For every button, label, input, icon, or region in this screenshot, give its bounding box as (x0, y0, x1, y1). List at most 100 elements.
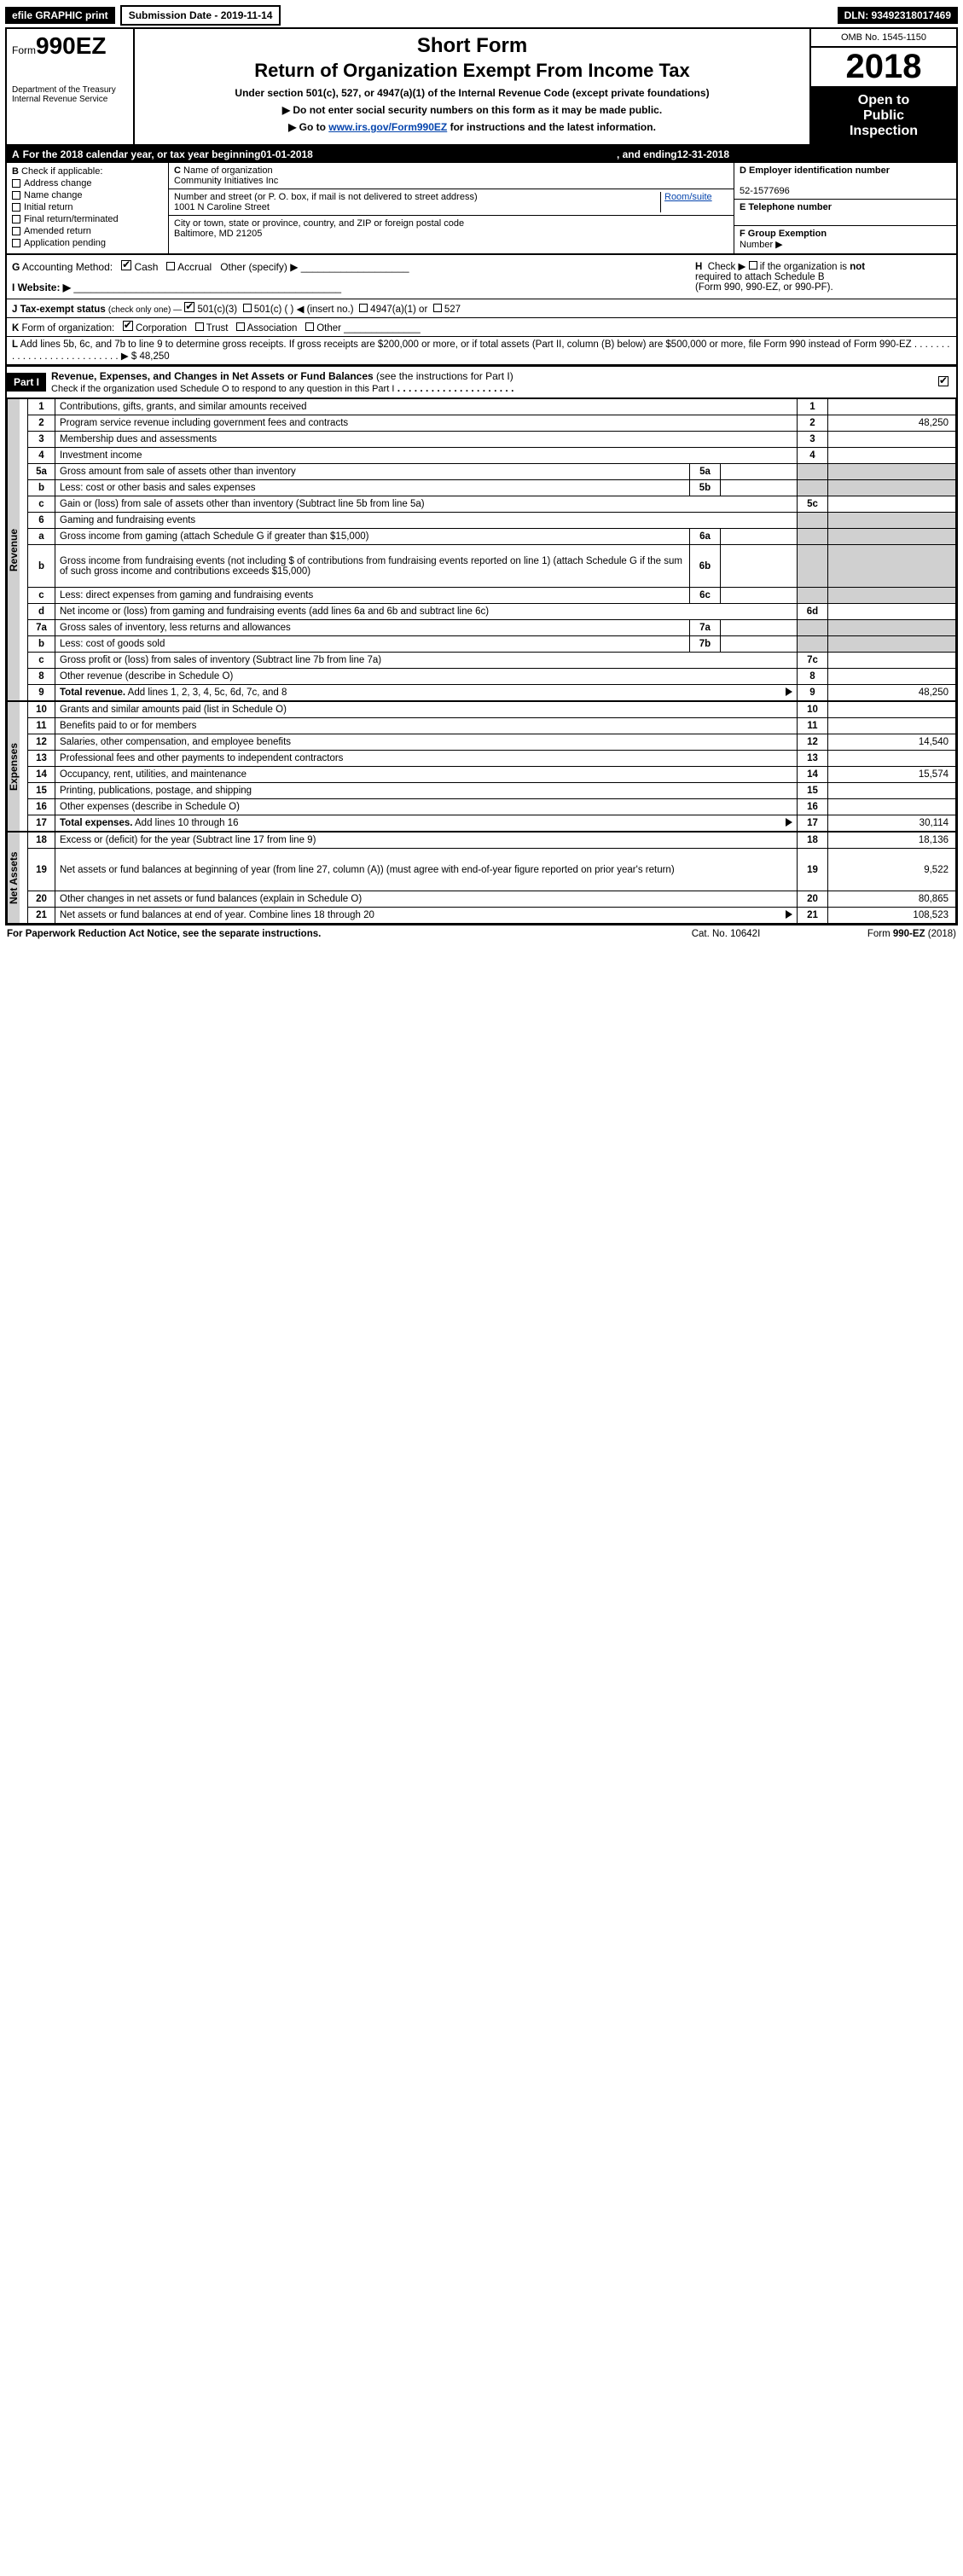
irs-link[interactable]: www.irs.gov/Form990EZ (328, 121, 447, 133)
table-row: 12Salaries, other compensation, and empl… (28, 734, 956, 751)
line-description: Gaming and fundraising events (55, 513, 798, 529)
chk-cash[interactable] (121, 260, 131, 270)
form-number-big: 990EZ (36, 32, 107, 59)
table-row: bGross income from fundraising events (n… (28, 545, 956, 588)
line-number: 6 (28, 513, 55, 529)
table-row: bLess: cost of goods sold7b (28, 636, 956, 653)
line-number: 15 (28, 783, 55, 799)
table-row: 2Program service revenue including gover… (28, 415, 956, 432)
room-suite-link[interactable]: Room/suite (664, 192, 712, 202)
footer-right: Form 990-EZ (2018) (811, 929, 956, 939)
mid-line-number: 5b (690, 480, 721, 496)
right-line-number: 5c (798, 496, 828, 513)
g-text: Accounting Method: (22, 261, 113, 273)
arrow-icon (786, 688, 792, 696)
mid-line-number: 6c (690, 588, 721, 604)
line-number: b (28, 480, 55, 496)
chk-h[interactable] (749, 261, 757, 270)
chk-501c[interactable] (243, 304, 252, 312)
top-bar: efile GRAPHIC print Submission Date - 20… (5, 5, 958, 26)
line-description: Gross sales of inventory, less returns a… (55, 620, 690, 636)
right-line-value: 48,250 (828, 415, 956, 432)
chk-other-org[interactable] (305, 322, 314, 331)
mid-line-value (721, 588, 798, 604)
chk-4947[interactable] (359, 304, 368, 312)
line-description: Benefits paid to or for members (55, 718, 798, 734)
right-line-value (828, 399, 956, 415)
mid-line-value (721, 529, 798, 545)
right-line-value: 48,250 (828, 685, 956, 701)
footer-center: Cat. No. 10642I (641, 929, 811, 939)
section-bcdef: B Check if applicable: Address change Na… (7, 163, 956, 255)
chk-corp[interactable] (123, 321, 133, 331)
table-row: 14Occupancy, rent, utilities, and mainte… (28, 767, 956, 783)
submission-date-label: Submission Date - 2019-11-14 (120, 5, 281, 26)
chk-527[interactable] (433, 304, 442, 312)
row-a-mid: , and ending (617, 148, 677, 160)
row-a-end: 12-31-2018 (677, 148, 729, 160)
d-label: D Employer identification number (740, 165, 890, 176)
chk-name-change[interactable]: Name change (12, 190, 163, 200)
table-row: 16Other expenses (describe in Schedule O… (28, 799, 956, 815)
line-number: b (28, 636, 55, 653)
line-number: 16 (28, 799, 55, 815)
right-line-number: 8 (798, 669, 828, 685)
table-row: 20Other changes in net assets or fund ba… (28, 891, 956, 908)
table-row: 3Membership dues and assessments3 (28, 432, 956, 448)
table-row: 21Net assets or fund balances at end of … (28, 908, 956, 924)
row-g-left: G Accounting Method: Cash Accrual Other … (12, 260, 695, 293)
chk-application-pending[interactable]: Application pending (12, 238, 163, 248)
col-b-heading: B Check if applicable: (12, 166, 163, 177)
row-a-tax-year: A For the 2018 calendar year, or tax yea… (7, 146, 956, 163)
chk-accrual[interactable] (166, 262, 175, 270)
street: 1001 N Caroline Street (174, 202, 270, 212)
right-line-value (828, 513, 956, 529)
chk-amended-return[interactable]: Amended return (12, 226, 163, 236)
row-j: J Tax-exempt status (check only one) — 5… (7, 299, 956, 318)
table-row: 4Investment income4 (28, 448, 956, 464)
mid-line-value (721, 464, 798, 480)
f-label: F Group Exemption (740, 229, 827, 239)
line-description: Other revenue (describe in Schedule O) (55, 669, 798, 685)
chk-trust[interactable] (195, 322, 204, 331)
right-line-number: 9 (798, 685, 828, 701)
table-row: 17Total expenses. Add lines 10 through 1… (28, 815, 956, 832)
mid-line-value (721, 480, 798, 496)
table-row: cGain or (loss) from sale of assets othe… (28, 496, 956, 513)
right-line-number: 6d (798, 604, 828, 620)
cell-street: Number and street (or P. O. box, if mail… (169, 189, 734, 216)
right-line-value: 14,540 (828, 734, 956, 751)
right-line-value (828, 464, 956, 480)
expenses-section: Expenses 10Grants and similar amounts pa… (7, 701, 956, 832)
table-row: 7aGross sales of inventory, less returns… (28, 620, 956, 636)
mid-line-value (721, 620, 798, 636)
right-line-value: 30,114 (828, 815, 956, 832)
line-number: 9 (28, 685, 55, 701)
chk-final-return[interactable]: Final return/terminated (12, 214, 163, 224)
line-description: Less: cost of goods sold (55, 636, 690, 653)
inspection: Inspection (815, 124, 953, 139)
arrow-icon (786, 910, 792, 919)
chk-address-change[interactable]: Address change (12, 178, 163, 189)
right-line-number: 11 (798, 718, 828, 734)
cell-ein: D Employer identification number 52-1577… (734, 163, 956, 200)
right-line-number: 16 (798, 799, 828, 815)
f-sub: Number ▶ (740, 240, 783, 250)
line-number: 18 (28, 833, 55, 849)
c-label: C (174, 165, 181, 176)
right-line-number: 19 (798, 849, 828, 891)
tax-year: 2018 (811, 48, 956, 88)
chk-part1-schedule-o[interactable] (938, 376, 948, 386)
line-number: c (28, 496, 55, 513)
header-right: OMB No. 1545-1150 2018 Open to Public In… (811, 29, 956, 144)
chk-initial-return[interactable]: Initial return (12, 202, 163, 212)
row-i-website: I Website: ▶ ___________________________… (12, 281, 695, 293)
chk-501c3[interactable] (184, 302, 194, 312)
line-description: Grants and similar amounts paid (list in… (55, 702, 798, 718)
form-header: Form990EZ Department of the Treasury Int… (7, 29, 956, 146)
row-g-h: G Accounting Method: Cash Accrual Other … (7, 255, 956, 299)
chk-assoc[interactable] (236, 322, 245, 331)
ein: 52-1577696 (740, 186, 790, 196)
table-row: 1Contributions, gifts, grants, and simil… (28, 399, 956, 415)
line-description: Gain or (loss) from sale of assets other… (55, 496, 798, 513)
